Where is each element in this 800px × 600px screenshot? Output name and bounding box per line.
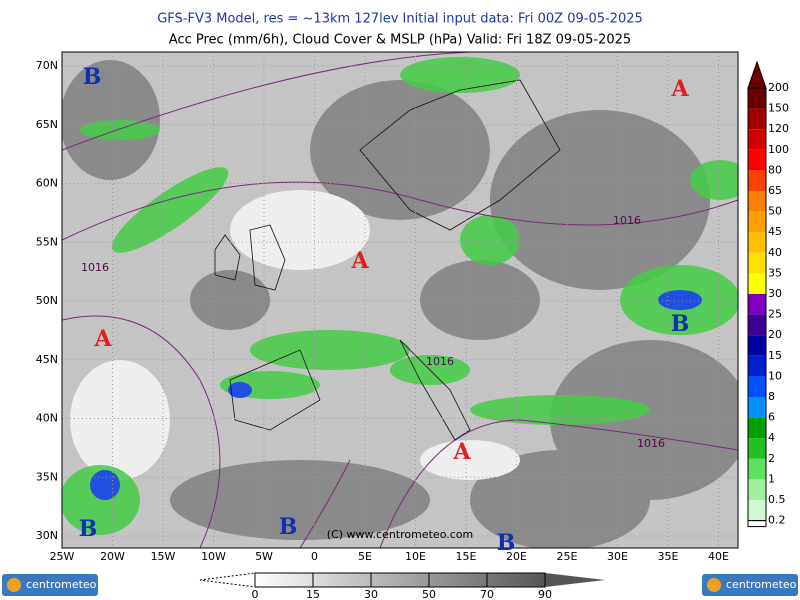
colorbar-label: 0.5 [768, 493, 786, 506]
colorbar-label: 30 [768, 287, 782, 300]
colorbar-segment [748, 129, 766, 150]
colorbar-label: 50 [768, 205, 782, 218]
lat-label: 30N [36, 529, 58, 542]
colorbar-label: 120 [768, 122, 789, 135]
colorbar-segment [748, 273, 766, 294]
cloud-label: 50 [422, 588, 436, 600]
colorbar-segment [748, 335, 766, 356]
colorbar-segment [748, 252, 766, 274]
colorbar-base [747, 520, 767, 528]
low-pressure: B [671, 311, 690, 337]
isobar-label: 1016 [426, 355, 454, 368]
colorbar-label: 35 [768, 266, 782, 279]
colorbar-label: 150 [768, 102, 789, 115]
colorbar-label: 6 [768, 411, 775, 424]
cloud-label: 0 [252, 588, 259, 600]
colorbar-segment [748, 191, 766, 212]
high-pressure: A [350, 248, 369, 274]
colorbar-segment [748, 294, 766, 315]
colorbar-label: 0.2 [768, 514, 786, 527]
logo-text: centrometeo [26, 578, 97, 591]
low-pressure: B [497, 530, 516, 556]
isobar-label: 1016 [637, 437, 665, 450]
low-pressure: B [83, 64, 102, 90]
colorbar-label: 100 [768, 143, 789, 156]
lon-label: 15E [456, 550, 477, 563]
colorbar-segment [748, 170, 766, 191]
isobar-label: 1016 [81, 261, 109, 274]
lat-label: 40N [36, 412, 58, 425]
colorbar-label: 20 [768, 328, 782, 341]
lon-label: 40E [708, 550, 729, 563]
lat-label: 55N [36, 235, 58, 248]
colorbar-segment [748, 108, 766, 130]
low-pressure: B [279, 514, 298, 540]
cloud-label: 30 [364, 588, 378, 600]
colorbar-tip [747, 60, 767, 89]
colorbar-segment [748, 88, 766, 109]
cloud-label: 15 [306, 588, 320, 600]
map-frame [61, 51, 739, 549]
copyright: (C) www.centrometeo.com [327, 528, 473, 541]
colorbar-segment [748, 355, 766, 377]
lon-label: 10W [201, 550, 226, 563]
colorbar-label: 45 [768, 225, 782, 238]
logo-left: centrometeo [2, 574, 98, 596]
lon-label: 35E [658, 550, 679, 563]
logo-right: centrometeo [702, 574, 798, 596]
lon-label: 25W [50, 550, 75, 563]
colorbar-segment [748, 314, 766, 336]
cloud-label: 70 [480, 588, 494, 600]
colorbar-label: 80 [768, 163, 782, 176]
colorbar-segment [748, 397, 766, 418]
colorbar-label: 8 [768, 390, 775, 403]
lon-label: 0 [311, 550, 318, 563]
lat-label: 35N [36, 470, 58, 483]
cloud-label: 90 [538, 588, 552, 600]
colorbar-segment [748, 458, 766, 480]
colorbar-label: 25 [768, 308, 782, 321]
isobar-label: 1016 [613, 214, 641, 227]
lat-label: 60N [36, 177, 58, 190]
colorbar-segment [748, 149, 766, 171]
colorbar-label: 10 [768, 369, 782, 382]
logo-text: centrometeo [726, 578, 797, 591]
colorbar-segment [748, 417, 766, 439]
lon-label: 5W [255, 550, 273, 563]
colorbar-label: 4 [768, 431, 775, 444]
lat-label: 70N [36, 59, 58, 72]
lon-label: 15W [151, 550, 176, 563]
lon-label: 25E [557, 550, 578, 563]
high-pressure: A [452, 439, 471, 465]
colorbar-segment [748, 211, 766, 233]
colorbar-segment [748, 500, 766, 521]
map [62, 52, 738, 548]
colorbar-label: 65 [768, 184, 782, 197]
lon-label: 20E [506, 550, 527, 563]
colorbar-segment [748, 438, 766, 459]
high-pressure: A [93, 326, 112, 352]
lon-label: 10E [405, 550, 426, 563]
subtitle: Acc Prec (mm/6h), Cloud Cover & MSLP (hP… [169, 33, 631, 48]
colorbar-label: 15 [768, 349, 782, 362]
lon-label: 20W [100, 550, 125, 563]
lon-label: 30E [607, 550, 628, 563]
high-pressure: A [670, 76, 689, 102]
title: GFS-FV3 Model, res = ~13km 127lev Initia… [157, 12, 643, 27]
colorbar-label: 200 [768, 81, 789, 94]
low-pressure: B [79, 516, 98, 542]
colorbar-segment [748, 479, 766, 500]
colorbar-segment [748, 376, 766, 397]
lon-label: 5E [358, 550, 372, 563]
lat-label: 45N [36, 353, 58, 366]
colorbar-label: 40 [768, 246, 782, 259]
colorbar-frame [747, 87, 767, 522]
colorbar-label: 2 [768, 452, 775, 465]
colorbar-segment [748, 232, 766, 253]
colorbar-label: 1 [768, 472, 775, 485]
lat-label: 65N [36, 118, 58, 131]
lat-label: 50N [36, 294, 58, 307]
